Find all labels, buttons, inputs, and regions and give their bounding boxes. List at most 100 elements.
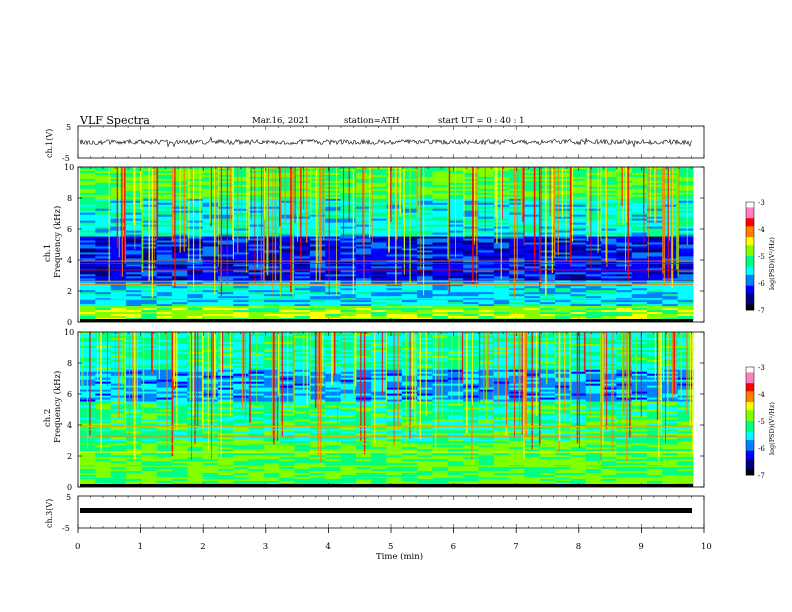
spectrogram-cell (417, 373, 433, 377)
spectrogram-cell (463, 240, 479, 243)
spectrogram-cell (263, 288, 280, 291)
spectrogram-cell (279, 397, 296, 400)
spectrogram-cell (171, 312, 188, 315)
spectrogram-cell (601, 174, 617, 178)
spectrogram-cell (294, 405, 311, 408)
spectrogram-cell (156, 343, 173, 347)
spectrogram-cell (156, 206, 173, 210)
spectrogram-cell (601, 357, 617, 361)
spectrogram-cell (325, 168, 342, 172)
spectrogram-cell (585, 234, 602, 237)
spectrogram-cell (95, 238, 112, 241)
spectrogram-cell (95, 252, 112, 255)
spectrogram-cell (386, 308, 403, 311)
spectrogram-cell (677, 314, 694, 317)
spectrogram-cell (110, 220, 127, 223)
spectrogram-cell (279, 214, 296, 217)
spectrogram-cell (294, 264, 311, 267)
spectrogram-cell (647, 300, 663, 303)
spectrogram-cell (279, 238, 296, 241)
spectrogram-cell (171, 272, 188, 275)
spectrogram-cell (371, 238, 387, 241)
spectrogram-cell (647, 246, 663, 249)
spectrogram-cell (248, 238, 265, 241)
spectrogram-cell (463, 339, 479, 343)
spectrogram-cell (171, 407, 188, 410)
spectrogram-cell (340, 403, 357, 406)
spectrogram-cell (371, 409, 387, 412)
spectrogram-cell (110, 316, 127, 319)
spectrogram-cell (631, 300, 648, 303)
spectrogram-cell (631, 184, 648, 188)
spectrogram-cell (217, 174, 234, 178)
spectrogram-cell (187, 252, 204, 255)
spectrogram-cell (80, 246, 96, 249)
spectrogram-cell (647, 222, 663, 225)
spectrogram-cell (585, 276, 602, 279)
spectrogram-cell (601, 407, 617, 410)
spectrogram-cell (616, 236, 633, 239)
spectrogram-cell (432, 196, 449, 200)
spectrogram-cell (463, 343, 479, 347)
spectrogram-cell (616, 182, 633, 186)
spectrogram-cell (478, 292, 495, 295)
spectrogram-cell (371, 242, 387, 245)
spectrogram-cell (432, 182, 449, 186)
spectrogram-cell (570, 210, 587, 214)
spectrogram-cell (80, 170, 96, 174)
spectrogram-cell (509, 379, 525, 382)
spectrogram-cell (371, 399, 387, 402)
spectrogram-cell (371, 254, 387, 257)
spectrogram-cell (95, 373, 112, 377)
spectrogram-cell (187, 270, 204, 273)
spectrogram-cell (263, 248, 280, 251)
spectrogram-cell (110, 260, 127, 263)
spectrogram-cell (80, 389, 96, 392)
spectrogram-cell (233, 278, 250, 281)
spectrogram-cell (325, 300, 342, 303)
spectrogram-cell (401, 310, 418, 313)
spectrogram-cell (662, 244, 679, 247)
spectrogram-cell (647, 381, 663, 384)
spectrogram-cell (217, 296, 234, 299)
spectrogram-cell (524, 254, 541, 257)
spectrogram-cell (263, 224, 280, 227)
spectrogram-cell (355, 345, 372, 349)
spectrogram-cell (631, 357, 648, 361)
spectrogram-cell (539, 167, 556, 170)
spectrogram-cell (524, 286, 541, 289)
spectrogram-cell (662, 377, 679, 380)
spectrogram-cell (677, 268, 694, 271)
spectrogram-cell (95, 232, 112, 235)
spectrogram-cell (432, 167, 449, 170)
spectrogram-cell (233, 332, 250, 335)
spectrogram-cell (171, 397, 188, 400)
spectrogram-cell (386, 282, 403, 285)
spectrogram-cell (371, 226, 387, 229)
spectrogram-cell (524, 276, 541, 279)
spectrogram-cell (95, 198, 112, 202)
spectrogram-cell (432, 377, 449, 380)
spectrogram-cell (340, 375, 357, 379)
spectrogram-cell (187, 250, 204, 253)
spectrogram-cell (555, 375, 571, 379)
spectrogram-cell (340, 347, 357, 351)
spectrogram-cell (539, 355, 556, 359)
sferic-streak (140, 167, 142, 210)
sferic-streak (210, 167, 212, 227)
spectrogram-cell (463, 204, 479, 208)
y-tick-label: 4 (67, 256, 72, 265)
spectrogram-cell (371, 347, 387, 351)
spectrogram-cell (555, 387, 571, 390)
spectrogram-cell (233, 353, 250, 357)
spectrogram-cell (463, 258, 479, 261)
spectrogram-cell (233, 238, 250, 241)
spectrogram-cell (279, 288, 296, 291)
spectrogram-cell (432, 347, 449, 351)
sferic-streak (292, 167, 294, 219)
spectrogram-cell (340, 351, 357, 355)
spectrogram-cell (555, 266, 571, 269)
spectrogram-cell (509, 284, 525, 287)
spectrogram-cell (340, 254, 357, 257)
spectrogram-cell (647, 284, 663, 287)
